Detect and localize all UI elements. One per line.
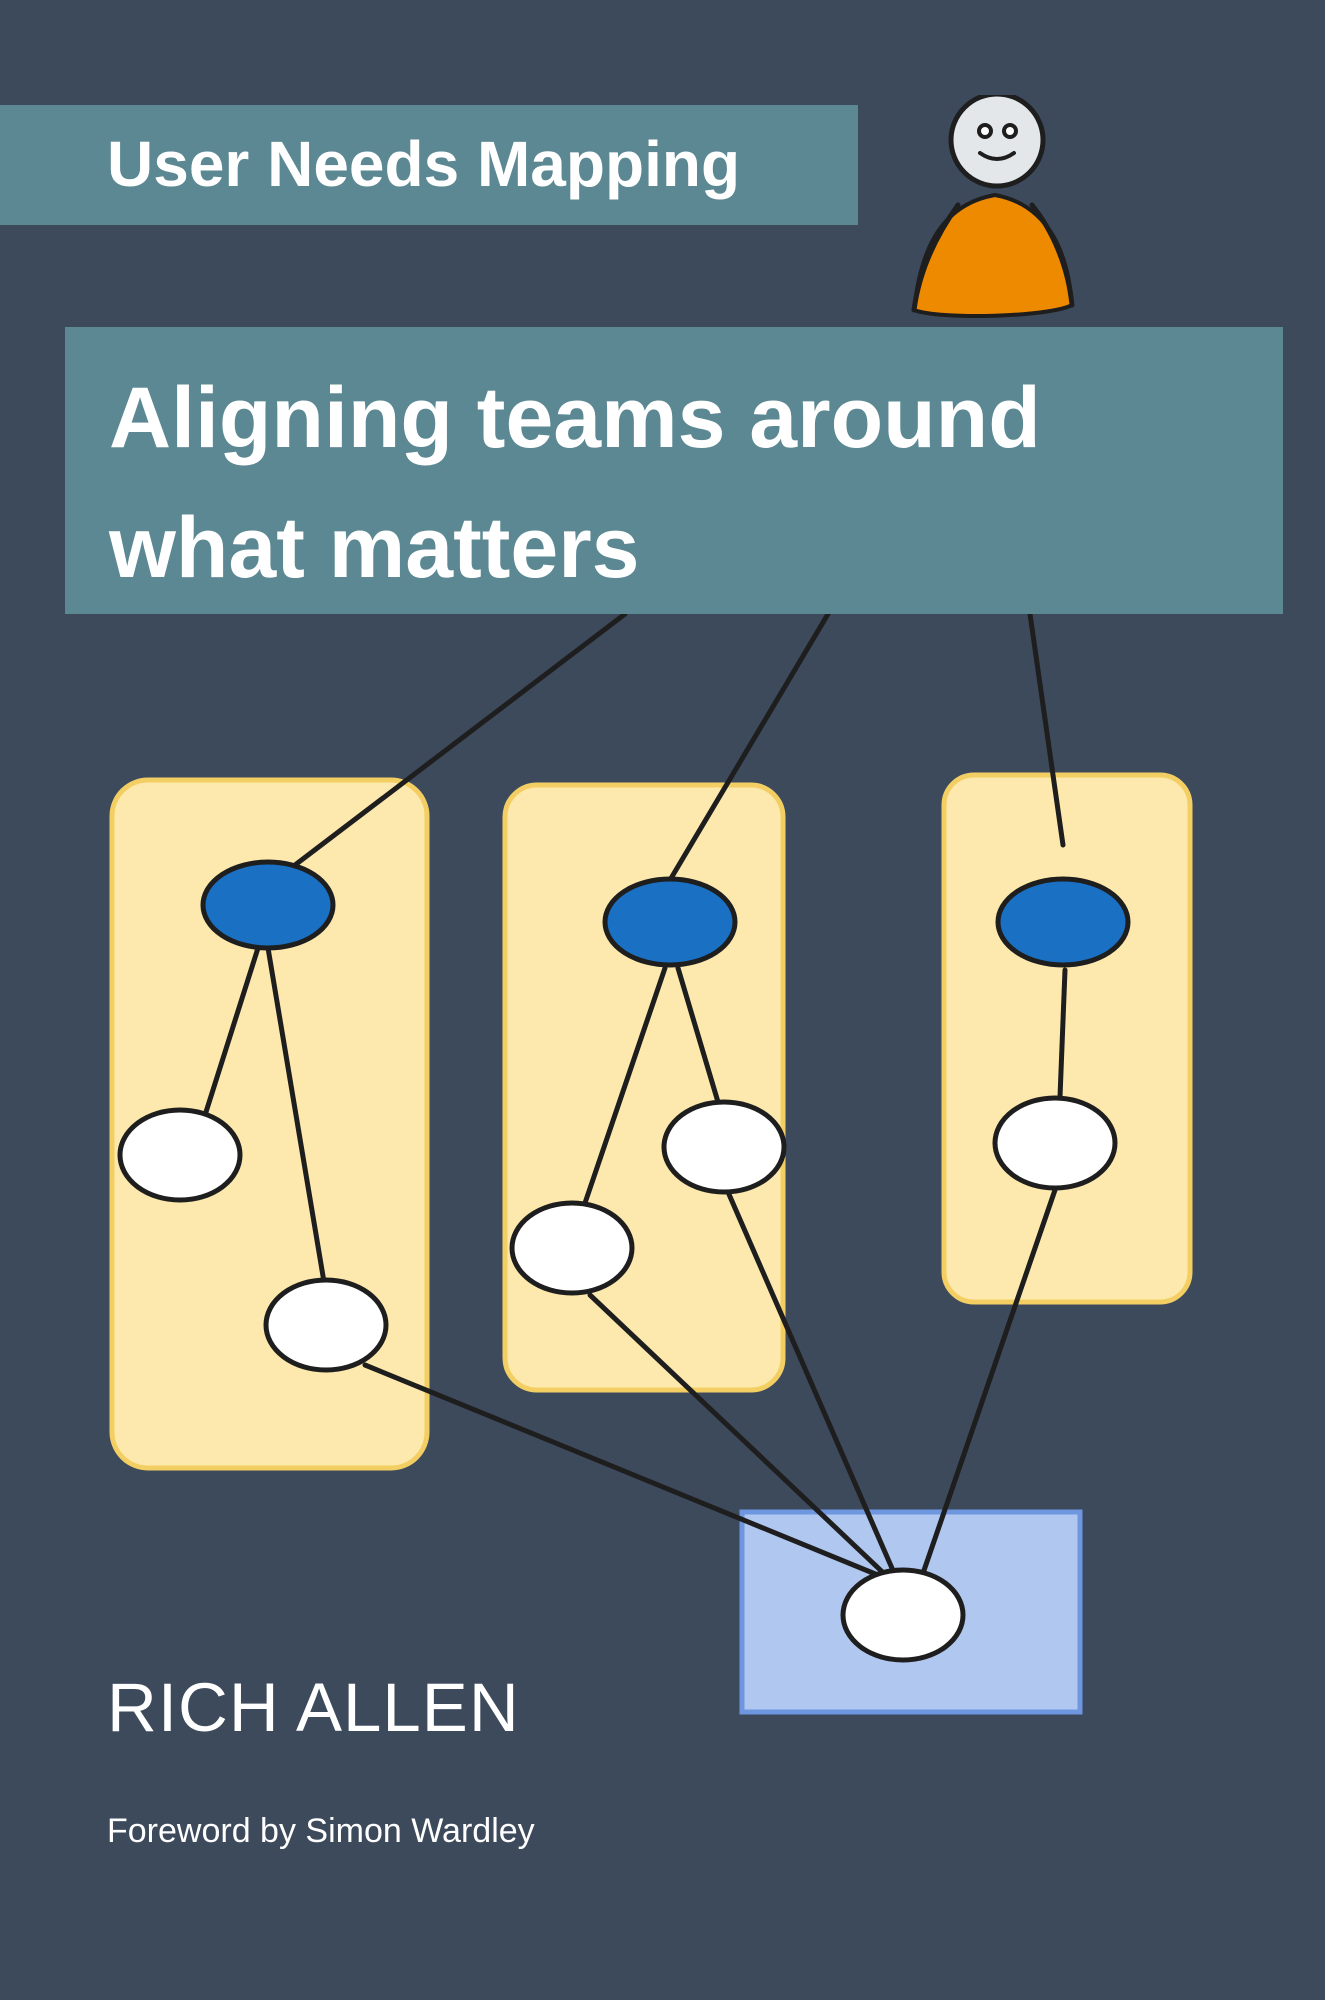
author-name: RICH ALLEN: [107, 1669, 520, 1746]
link-component-c-to-shared: [587, 1292, 896, 1585]
component-node-shared: [840, 1567, 966, 1663]
component-node-d: [661, 1099, 787, 1195]
shared-component-box: [739, 1509, 1083, 1715]
user-need-node-2: [602, 876, 738, 968]
link-component-d-to-shared: [725, 1189, 901, 1585]
link-need-2-to-component-c: [582, 965, 668, 1206]
series-banner: User Needs Mapping: [0, 105, 858, 225]
group-panel-middle: [502, 782, 786, 1393]
component-node-e: [992, 1095, 1118, 1191]
group-panel-right: [941, 772, 1193, 1305]
link-title-to-need-2: [667, 611, 831, 883]
component-node-a: [117, 1107, 243, 1203]
smiling-stick-person-icon: [911, 95, 1075, 318]
foreword-credit: Foreword by Simon Wardley: [107, 1812, 535, 1850]
book-title-line-2: what matters: [109, 500, 640, 596]
book-title-line-1: Aligning teams around: [109, 370, 1041, 466]
series-title: User Needs Mapping: [107, 128, 741, 200]
link-need-2-to-component-d: [675, 965, 721, 1105]
link-need-3-to-component-e: [1057, 967, 1068, 1100]
link-need-1-to-component-a: [203, 945, 261, 1115]
component-node-b: [263, 1277, 389, 1373]
user-need-node-3: [995, 876, 1131, 968]
component-node-c: [509, 1200, 635, 1296]
title-banner: Aligning teams around what matters: [65, 327, 1283, 614]
link-component-e-to-shared: [917, 1187, 1058, 1585]
user-need-node-1: [200, 859, 336, 951]
link-title-to-need-1: [292, 611, 628, 868]
book-title: Aligning teams around what matters: [109, 353, 1041, 613]
link-component-b-to-shared: [362, 1362, 893, 1583]
link-need-1-to-component-b: [265, 945, 327, 1285]
link-title-to-need-3: [1027, 611, 1066, 848]
